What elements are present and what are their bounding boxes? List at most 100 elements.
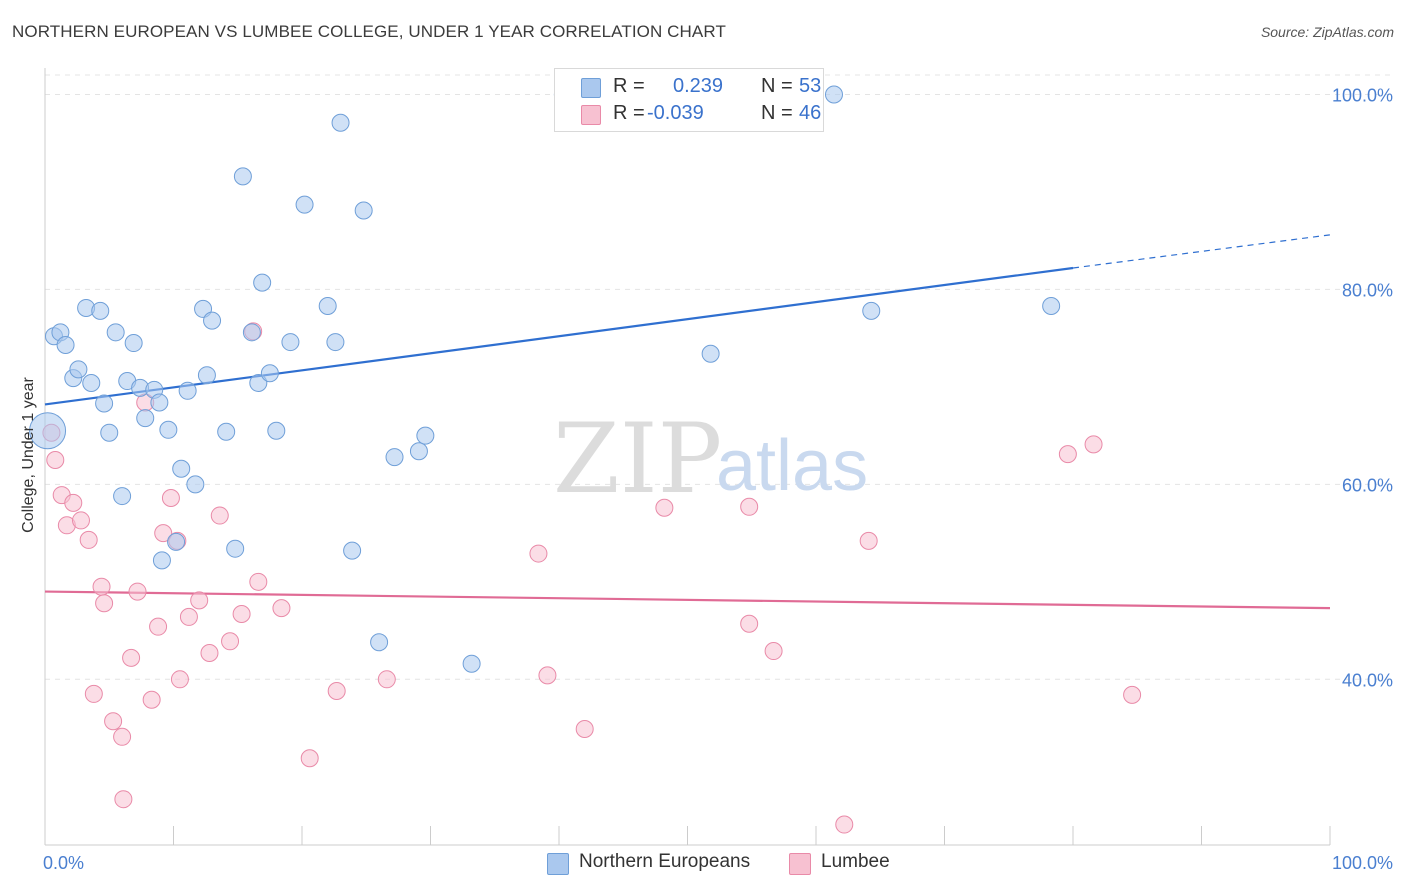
correlation-legend: R = 0.239 N = 53 R = -0.039 N = 46 [554, 68, 824, 132]
data-point-lumbee [142, 690, 161, 709]
x-tick-label: 100.0% [1332, 853, 1393, 873]
data-point-lumbee [764, 642, 783, 661]
legend-r-label: R = [613, 75, 645, 97]
data-point-northern-europeans [260, 364, 279, 383]
data-point-lumbee [232, 605, 251, 623]
data-point-northern-europeans [1042, 297, 1061, 315]
data-point-northern-europeans [326, 333, 345, 352]
data-point-northern-europeans [152, 551, 171, 570]
x-tick-label: 0.0% [43, 853, 84, 873]
data-point-northern-europeans [343, 541, 362, 560]
data-point-northern-europeans [242, 323, 261, 342]
data-point-northern-europeans [69, 360, 88, 379]
chart-title: NORTHERN EUROPEAN VS LUMBEE COLLEGE, UND… [12, 22, 726, 41]
data-point-lumbee [170, 670, 189, 689]
data-point-lumbee [377, 670, 396, 689]
data-point-northern-europeans [249, 374, 268, 392]
legend-swatch-pink [789, 853, 811, 875]
data-point-lumbee [835, 815, 854, 834]
legend-swatch-blue [581, 78, 601, 98]
data-point-northern-europeans [233, 167, 252, 186]
data-point-lumbee [161, 489, 180, 508]
data-point-lumbee [210, 506, 229, 525]
data-point-lumbee [200, 643, 219, 662]
data-point-lumbee [149, 617, 168, 636]
legend-label: Northern Europeans [579, 851, 751, 872]
data-point-lumbee [272, 599, 291, 618]
legend-swatch-pink [581, 105, 601, 125]
data-point-northern-europeans [100, 423, 119, 442]
trend-line-northern-europeans [44, 266, 1074, 406]
data-point-lumbee [84, 684, 103, 703]
data-point-lumbee [179, 607, 198, 626]
data-point-lumbee [655, 498, 674, 517]
data-point-northern-europeans [203, 311, 222, 330]
data-point-lumbee [1084, 435, 1103, 454]
trend-lines [44, 234, 1331, 610]
watermark: ZIP atlas [553, 403, 868, 515]
data-point-lumbee [1123, 685, 1142, 704]
data-point-lumbee [95, 594, 114, 613]
data-point-northern-europeans [267, 421, 286, 440]
data-point-northern-europeans [91, 301, 110, 320]
data-point-lumbee [1058, 445, 1077, 464]
axes [44, 68, 1331, 846]
data-point-lumbee [113, 727, 132, 746]
y-tick-label: 100.0% [1332, 85, 1393, 105]
data-point-northern-europeans [295, 195, 314, 214]
trend-line-extension [1072, 234, 1331, 269]
y-tick-label: 40.0% [1342, 670, 1393, 690]
data-point-northern-europeans [862, 301, 881, 320]
data-point-northern-europeans [150, 393, 169, 412]
data-point-northern-europeans [226, 539, 245, 558]
data-point-lumbee [300, 749, 319, 768]
data-point-northern-europeans [197, 366, 216, 385]
data-point-lumbee [122, 648, 141, 667]
data-point-lumbee [71, 511, 90, 530]
source-credit: Source: ZipAtlas.com [1260, 24, 1394, 40]
data-point-lumbee [859, 531, 878, 550]
data-point-northern-europeans [217, 422, 236, 441]
data-point-northern-europeans [331, 113, 350, 132]
legend-swatch-blue [547, 853, 569, 875]
legend-r-value: 0.239 [673, 75, 724, 97]
data-point-northern-europeans [824, 85, 843, 104]
legend-n-label: N = [761, 102, 793, 124]
data-point-northern-europeans [124, 334, 143, 353]
data-point-northern-europeans [82, 374, 101, 392]
data-point-lumbee [64, 493, 83, 512]
data-point-northern-europeans [56, 335, 75, 354]
data-point-northern-europeans [113, 487, 132, 506]
data-point-lumbee [740, 497, 759, 516]
data-point-lumbee [529, 544, 548, 563]
data-point-northern-europeans [409, 442, 428, 461]
data-point-northern-europeans [159, 420, 178, 439]
data-point-northern-europeans [95, 394, 114, 413]
data-point-northern-europeans [281, 333, 300, 352]
data-point-northern-europeans [178, 381, 197, 400]
legend-n-value: 46 [799, 102, 822, 124]
data-point-lumbee [740, 614, 759, 633]
legend-r-value: -0.039 [647, 102, 704, 124]
data-point-lumbee [92, 577, 111, 596]
data-point-northern-europeans [701, 344, 720, 363]
data-point-lumbee [538, 666, 557, 685]
data-point-northern-europeans [253, 273, 272, 292]
tick-labels: 40.0% 60.0% 80.0% 100.0% 0.0% 100.0% [43, 85, 1393, 873]
y-axis-label: College, Under 1 year [20, 377, 37, 533]
legend-n-value: 53 [799, 75, 822, 97]
data-point-northern-europeans [172, 459, 191, 478]
y-tick-label: 80.0% [1342, 280, 1393, 300]
data-point-lumbee [104, 712, 123, 731]
data-point-lumbee [128, 582, 147, 601]
legend-label: Lumbee [821, 851, 890, 872]
watermark-zip: ZIP [553, 403, 722, 515]
data-point-northern-europeans [385, 448, 404, 467]
data-point-lumbee [46, 451, 65, 469]
data-point-northern-europeans [186, 475, 205, 494]
data-point-northern-europeans [318, 297, 337, 315]
watermark-atlas: atlas [716, 426, 868, 506]
legend-r-label: R = [613, 102, 645, 124]
data-point-northern-europeans [29, 412, 67, 450]
